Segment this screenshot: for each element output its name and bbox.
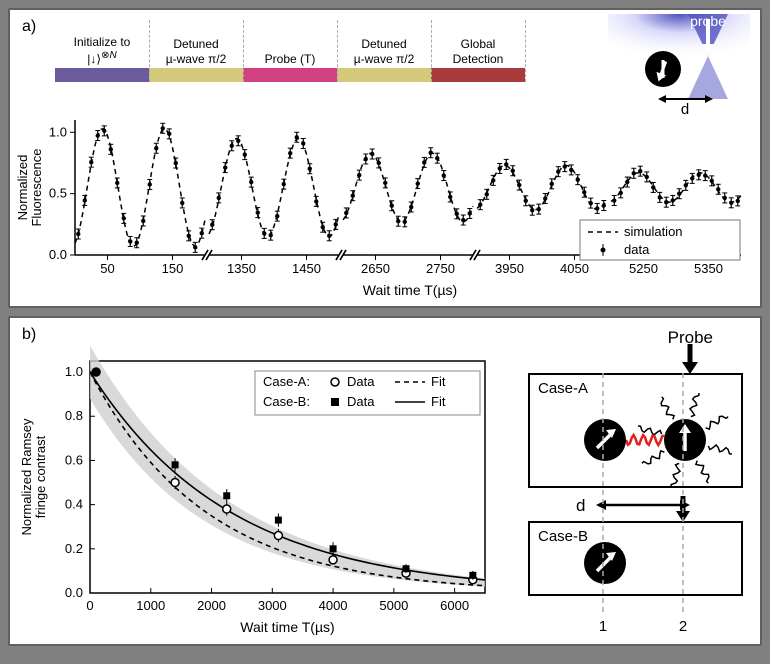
svg-text:0.4: 0.4: [65, 497, 83, 512]
sequence-segment-label: GlobalDetection: [431, 26, 525, 66]
svg-text:0.0: 0.0: [65, 585, 83, 600]
sequence-segment: [337, 68, 431, 82]
sequence-segment-label: Detunedµ-wave π/2: [337, 26, 431, 66]
sequence-segment: [243, 68, 337, 82]
svg-text:6000: 6000: [440, 598, 469, 613]
svg-text:4000: 4000: [319, 598, 348, 613]
svg-text:5000: 5000: [379, 598, 408, 613]
sequence-labels: Initialize to|↓⟩⊗NDetunedµ-wave π/2Probe…: [55, 26, 525, 66]
svg-text:NormalizedFluorescence: NormalizedFluorescence: [15, 148, 44, 226]
svg-text:0.5: 0.5: [49, 186, 67, 201]
svg-text:2750: 2750: [426, 261, 455, 276]
svg-text:50: 50: [100, 261, 114, 276]
svg-text:Case-A:: Case-A:: [263, 374, 310, 389]
sequence-segment: [431, 68, 525, 82]
svg-text:Fit: Fit: [431, 374, 446, 389]
svg-text:Case-B:: Case-B:: [263, 394, 310, 409]
svg-text:5250: 5250: [629, 261, 658, 276]
panel-b: b) 01000200030004000500060000.00.20.40.6…: [8, 316, 762, 646]
svg-text:Data: Data: [347, 374, 375, 389]
svg-text:Normalized Ramseyfringe contra: Normalized Ramseyfringe contrast: [19, 418, 48, 536]
chart-b-area: 0 1000 2000 3000 4000 5000 6000 0.0 0.2 0.4 0.6 0.8…: [20, 328, 500, 634]
svg-text:Wait time T(µs): Wait time T(µs): [363, 282, 457, 298]
svg-text:3950: 3950: [495, 261, 524, 276]
svg-text:150: 150: [162, 261, 184, 276]
svg-text:4050: 4050: [560, 261, 589, 276]
svg-text:2000: 2000: [197, 598, 226, 613]
sequence-divider: [337, 20, 338, 82]
svg-text:0.8: 0.8: [65, 408, 83, 423]
svg-text:1.0: 1.0: [49, 124, 67, 139]
svg-text:3000: 3000: [258, 598, 287, 613]
svg-text:1.0: 1.0: [65, 364, 83, 379]
panel-a-label: a): [22, 18, 36, 36]
svg-text:Wait time T(µs): Wait time T(µs): [240, 619, 334, 635]
sequence-segment-label: Initialize to|↓⟩⊗N: [55, 26, 149, 66]
svg-text:Fit: Fit: [431, 394, 446, 409]
sequence-segment: [149, 68, 243, 82]
position-1-label: 1: [599, 618, 607, 635]
sequence-divider: [243, 20, 244, 82]
chart-a: 0.00.51.0NormalizedFluorescence501501350…: [20, 115, 750, 301]
svg-text:0.6: 0.6: [65, 452, 83, 467]
svg-text:0.2: 0.2: [65, 541, 83, 556]
panel-a: a) Initialize to|↓⟩⊗NDetunedµ-wave π/2Pr…: [8, 8, 762, 308]
svg-text:1350: 1350: [227, 261, 256, 276]
svg-text:5350: 5350: [694, 261, 723, 276]
probe-inset: probe d: [608, 14, 750, 114]
sequence-segment-label: Probe (T): [243, 26, 337, 66]
svg-text:0: 0: [86, 598, 93, 613]
sequence-bar: [55, 68, 525, 82]
svg-text:1450: 1450: [292, 261, 321, 276]
probe-label-inset: probe: [690, 14, 726, 29]
sequence-segment: [55, 68, 149, 82]
position-2-label: 2: [679, 618, 687, 635]
svg-text:2650: 2650: [361, 261, 390, 276]
svg-text:Data: Data: [347, 394, 375, 409]
probe-inset-svg: probe d: [608, 14, 750, 114]
sequence-divider: [431, 20, 432, 82]
d-label-inset: d: [681, 101, 689, 114]
sequence-segment-label: Detunedµ-wave π/2: [149, 26, 243, 66]
sequence-divider: [149, 20, 150, 82]
svg-text:simulation: simulation: [624, 224, 683, 239]
svg-text:1000: 1000: [136, 598, 165, 613]
case-diagrams: Probe Case-A: [500, 328, 750, 634]
svg-text:0.0: 0.0: [49, 247, 67, 262]
svg-text:data: data: [624, 242, 650, 257]
